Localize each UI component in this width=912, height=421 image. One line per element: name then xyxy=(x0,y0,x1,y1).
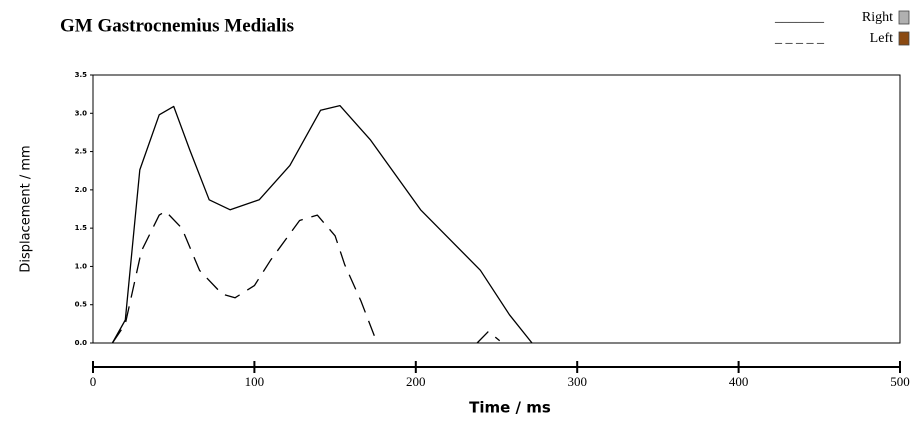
chart-title: GM Gastrocnemius Medialis xyxy=(60,15,294,36)
y-tick-label: 1.5 xyxy=(75,224,88,232)
series-line xyxy=(111,104,533,344)
x-tick-label: 400 xyxy=(729,374,749,389)
x-tick-label: 500 xyxy=(890,374,910,389)
legend-label: Left xyxy=(870,31,893,46)
y-tick-label: 2.0 xyxy=(75,186,88,194)
x-tick-label: 0 xyxy=(90,374,97,389)
legend-label: Right xyxy=(862,10,893,25)
y-tick-label: 1.0 xyxy=(75,262,88,270)
x-axis-label: Time / ms xyxy=(469,399,551,417)
x-tick-label: 300 xyxy=(567,374,587,389)
legend-sample: _ _ _ _ _ xyxy=(774,31,825,46)
y-tick-label: 3.5 xyxy=(75,71,88,79)
y-tick-label: 3.0 xyxy=(75,109,88,117)
x-tick-label: 100 xyxy=(245,374,265,389)
y-tick-label: 0.5 xyxy=(75,301,88,309)
legend-swatch xyxy=(898,31,910,46)
legend-swatch xyxy=(898,10,910,25)
plot-frame xyxy=(92,74,901,344)
x-tick-label: 200 xyxy=(406,374,426,389)
y-tick-label: 2.5 xyxy=(75,148,88,156)
series-line xyxy=(111,210,501,344)
y-tick-label: 0.0 xyxy=(75,339,88,347)
legend-sample: _______ xyxy=(774,10,825,25)
y-axis-label: Displacement / mm xyxy=(19,145,34,272)
